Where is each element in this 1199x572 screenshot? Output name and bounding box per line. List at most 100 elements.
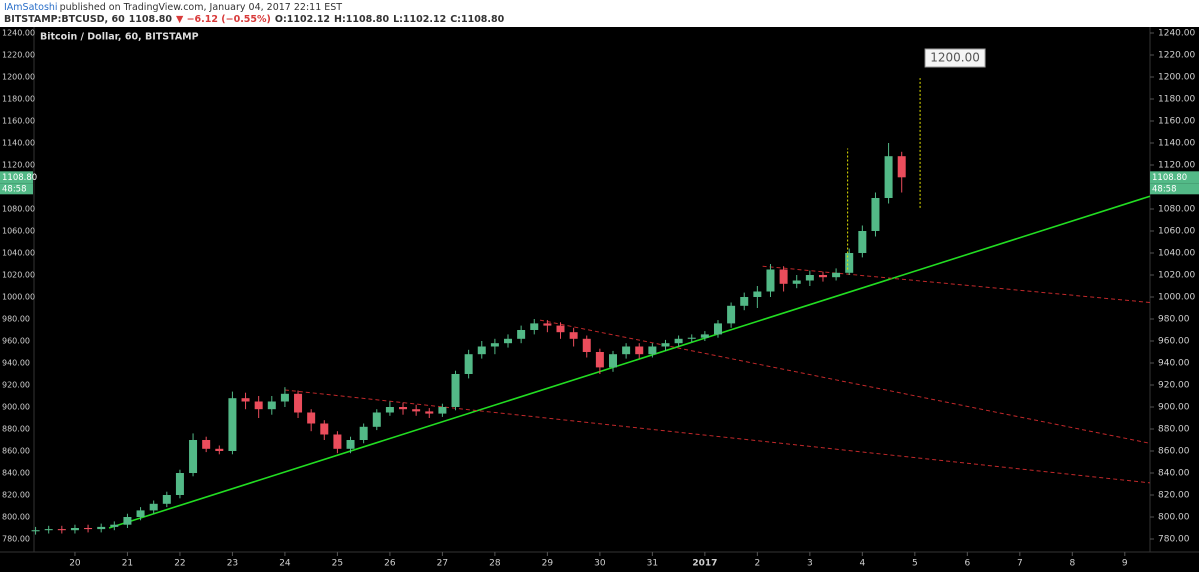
y-tick-label: 1240.00 (2, 28, 35, 37)
y-tick-label: 800.00 (1158, 512, 1190, 522)
candle-body (123, 516, 132, 525)
trend-line (284, 389, 1151, 484)
candle-body (818, 274, 827, 278)
chart-title: Bitcoin / Dollar, 60, BITSTAMP (40, 32, 199, 43)
trend-line (762, 265, 1151, 303)
candle-body (884, 156, 893, 198)
x-tick-label: 30 (594, 559, 606, 569)
candle-body (766, 269, 775, 292)
candle-body (31, 530, 40, 532)
candle-body (162, 494, 171, 504)
x-tick-label: 27 (437, 559, 448, 569)
candle-body (543, 323, 552, 326)
last-price-tag (0, 171, 33, 184)
y-tick-label: 800.00 (2, 512, 30, 521)
x-tick-label: 26 (384, 559, 396, 569)
candle-body (595, 351, 604, 368)
candle-body (845, 252, 854, 273)
candle-body (320, 423, 329, 435)
y-tick-label: 900.00 (2, 402, 30, 411)
countdown-tag (1150, 183, 1199, 195)
trend-line (539, 319, 1151, 444)
y-tick-label: 940.00 (1158, 358, 1190, 368)
candle-body (858, 230, 867, 253)
y-tick-label: 1040.00 (2, 248, 35, 257)
y-tick-label: 1200.00 (1158, 72, 1195, 82)
last-price-label: 1108.80 (2, 173, 37, 183)
x-tick-label: 2017 (692, 559, 717, 569)
y-tick-label: 860.00 (2, 446, 30, 455)
y-tick-label: 940.00 (2, 358, 30, 367)
y-tick-label: 840.00 (1158, 468, 1190, 478)
ohlc: O:1102.12 (274, 14, 331, 25)
y-tick-label: 880.00 (2, 424, 30, 433)
ohlc: H:1108.80 (334, 14, 390, 25)
y-tick-label: 1000.00 (2, 292, 35, 301)
header-row: BITSTAMP:BTCUSD, 60 1108.80 ▼ −6.12 (−0.55… (4, 14, 1195, 26)
candle-body (425, 411, 434, 414)
candle-body (753, 291, 762, 297)
countdown: 48:58 (1152, 184, 1177, 194)
y-tick-label: 980.00 (1158, 314, 1190, 324)
y-tick-label: 820.00 (1158, 490, 1190, 500)
x-tick-label: 21 (122, 559, 133, 569)
last-price-tag (1150, 171, 1199, 184)
y-tick-label: 820.00 (2, 490, 30, 499)
candle-body (805, 274, 814, 281)
x-tick-label: 7 (1017, 559, 1023, 569)
candle-body (412, 409, 421, 412)
y-tick-label: 920.00 (2, 380, 30, 389)
candle-body (832, 272, 841, 278)
y-tick-label: 1020.00 (2, 270, 35, 279)
candle-body (477, 346, 486, 355)
y-tick-label: 960.00 (1158, 336, 1190, 346)
y-tick-label: 1020.00 (1158, 270, 1195, 280)
x-tick-label: 24 (279, 559, 291, 569)
ohlc: C:1108.80 (450, 14, 505, 25)
y-tick-label: 780.00 (2, 534, 30, 543)
candle-body (779, 269, 788, 284)
header-row: IAmSatoshi published on TradingView.com, … (4, 2, 1195, 14)
y-tick-label: 1160.00 (2, 116, 35, 125)
candle-body (490, 343, 499, 347)
candle-body (175, 472, 184, 495)
y-tick-label: 900.00 (1158, 402, 1190, 412)
countdown: 48:58 (2, 184, 27, 194)
y-tick-label: 1180.00 (1158, 94, 1195, 104)
x-tick-label: 29 (542, 559, 554, 569)
candle-body (648, 346, 657, 355)
y-tick-label: 1040.00 (1158, 248, 1195, 258)
candle-body (254, 401, 263, 410)
candle-body (280, 393, 289, 402)
candle-body (608, 354, 617, 368)
candle-body (635, 346, 644, 355)
candle-body (517, 329, 526, 339)
y-tick-label: 1140.00 (2, 138, 35, 147)
candle-body (97, 526, 106, 530)
y-tick-label: 1220.00 (2, 50, 35, 59)
x-tick-label: 20 (69, 559, 81, 569)
candle-body (871, 197, 880, 231)
y-tick-label: 1000.00 (1158, 292, 1195, 302)
chart: Bitcoin / Dollar, 60, BITSTAMP 780.00 7 80… (0, 27, 1199, 572)
candle-body (359, 426, 368, 440)
y-tick-label: 960.00 (2, 336, 30, 345)
candle-body (333, 434, 342, 449)
candle-body (70, 527, 79, 531)
candle-body (241, 398, 250, 402)
x-tick-label: 2 (754, 559, 760, 569)
candle-body (451, 373, 460, 407)
candle-body (110, 524, 119, 527)
change: ▼ −6.12 (−0.55%) (175, 14, 271, 25)
candle-body (202, 439, 211, 449)
candle-body (897, 156, 906, 178)
candle-body (792, 280, 801, 284)
background (0, 27, 1199, 572)
candle-body (687, 337, 696, 339)
candle-body (556, 325, 565, 333)
author-link[interactable]: IAmSatoshi (4, 2, 58, 13)
y-tick-label: 1060.00 (2, 226, 35, 235)
y-tick-label: 1060.00 (1158, 226, 1195, 236)
candle-body (622, 346, 631, 355)
